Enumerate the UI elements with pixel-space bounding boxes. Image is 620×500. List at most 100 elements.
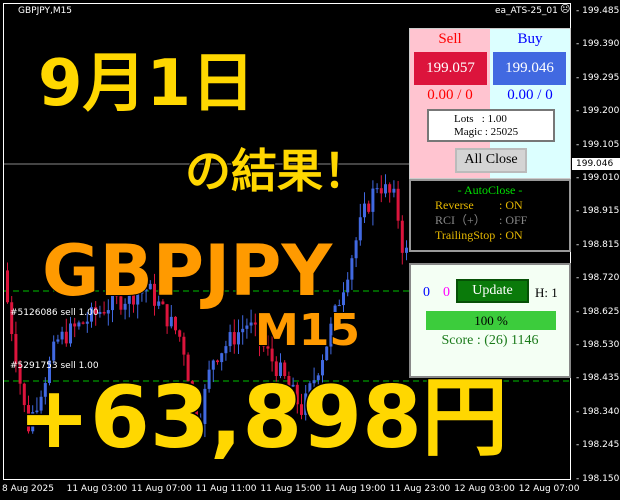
candle-body xyxy=(232,332,236,345)
lots-value: Lots : 1.00 xyxy=(454,113,507,125)
candle-body xyxy=(300,404,303,415)
candle-body xyxy=(43,383,47,397)
candle-body xyxy=(266,346,270,349)
candle-body xyxy=(400,220,404,253)
time-tick: 11 Aug 03:00 xyxy=(66,484,128,494)
candle-body xyxy=(308,383,312,394)
trailing-value: : ON xyxy=(499,228,523,242)
candle-body xyxy=(123,303,127,310)
candle-body xyxy=(22,383,26,406)
candle-body xyxy=(316,375,320,381)
candle-body xyxy=(245,325,249,329)
reverse-value: : ON xyxy=(499,198,523,212)
candle-body xyxy=(27,405,30,432)
price-tick: - 198.245 xyxy=(576,440,620,451)
candle-body xyxy=(216,360,219,363)
candle-body xyxy=(14,334,18,365)
price-tick: - 198.625 xyxy=(576,306,620,317)
candle-body xyxy=(94,307,98,314)
price-tick: - 199.010 xyxy=(576,173,620,183)
candle-body xyxy=(249,322,253,326)
candle-body xyxy=(283,362,287,377)
candle-body xyxy=(262,342,266,347)
time-tick: 11 Aug 11:00 xyxy=(195,484,257,494)
candle-body xyxy=(371,188,375,212)
sell-pl: 0.00 / 0 xyxy=(427,87,473,103)
order-label: #5126086 sell 1.00 xyxy=(10,308,99,318)
candle-body xyxy=(31,412,35,432)
candle-body xyxy=(85,321,89,324)
candle-body xyxy=(396,188,400,221)
sell-label: Sell xyxy=(438,31,462,47)
sell-button[interactable]: 199.057 xyxy=(414,52,487,85)
candle-body xyxy=(337,305,341,307)
candle-body xyxy=(186,354,190,382)
candle-body xyxy=(39,396,43,411)
frown-face-icon: ☹ xyxy=(560,4,571,15)
candle-body xyxy=(127,290,131,304)
candle-body xyxy=(354,240,358,259)
candle-body xyxy=(148,283,152,290)
price-tick: - 198.530 xyxy=(576,340,620,350)
candle-body xyxy=(228,332,232,347)
candle-body xyxy=(274,361,278,376)
time-tick: 11 Aug 19:00 xyxy=(325,484,386,494)
h-value: H: 1 xyxy=(535,285,558,300)
candle-body xyxy=(174,316,177,331)
score: Score : (26) 1146 xyxy=(441,333,539,348)
autoclose-title: - AutoClose - xyxy=(457,183,523,197)
candle-body xyxy=(224,346,228,354)
candle-body xyxy=(153,283,156,306)
progress-bar: 100 % xyxy=(426,311,556,330)
candle-body xyxy=(367,203,371,212)
candle-body xyxy=(140,291,144,294)
candle-body xyxy=(342,292,345,306)
candle-body xyxy=(18,364,22,384)
candle-body xyxy=(69,323,72,344)
buy-button[interactable]: 199.046 xyxy=(493,52,566,85)
candle-body xyxy=(363,203,366,218)
order-label: #5291753 sell 1.00 xyxy=(10,361,99,371)
candle-body xyxy=(358,217,362,241)
update-button[interactable]: Update xyxy=(456,279,529,303)
overlay-timeframe: M15 xyxy=(254,305,361,356)
candle-body xyxy=(81,322,85,324)
candle-body xyxy=(119,296,123,310)
candle-body xyxy=(241,328,245,333)
price-tick: - 198.150 xyxy=(576,473,620,484)
symbol-label: GBPJPY,M15 xyxy=(18,6,73,16)
price-tick: - 198.720 xyxy=(576,273,620,284)
overlay-pair: GBPJPY xyxy=(41,230,333,312)
time-tick: 12 Aug 07:00 xyxy=(518,484,580,494)
candle-body xyxy=(106,310,110,314)
candle-body xyxy=(144,289,148,292)
overlay-result: の結果！ xyxy=(184,144,370,198)
candle-body xyxy=(325,346,329,361)
price-tick: - 199.485 xyxy=(576,6,620,16)
candle-body xyxy=(392,188,396,193)
candle-body xyxy=(90,307,93,322)
price-tick: - 199.105 xyxy=(576,139,620,150)
candle-body xyxy=(161,301,165,305)
candle-body xyxy=(165,304,169,327)
candle-body xyxy=(56,339,60,342)
candle-body xyxy=(350,258,354,280)
reverse-label: Reverse xyxy=(435,198,474,212)
candle-body xyxy=(329,323,333,347)
price-tick: - 199.295 xyxy=(576,72,620,83)
candle-body xyxy=(190,381,194,396)
time-tick: 8 Aug 2025 xyxy=(2,484,54,494)
all-close-button[interactable]: All Close xyxy=(455,148,527,173)
price-tick: - 198.815 xyxy=(576,239,620,250)
count-blue: 0 xyxy=(423,285,430,300)
candle-body xyxy=(211,360,215,370)
candle-body xyxy=(182,336,186,355)
candle-body xyxy=(291,384,295,387)
candle-body xyxy=(312,380,316,384)
candle-body xyxy=(207,369,211,389)
candle-body xyxy=(295,384,299,405)
candle-body xyxy=(102,311,106,314)
candle-body xyxy=(132,290,135,305)
candle-body xyxy=(203,388,207,424)
